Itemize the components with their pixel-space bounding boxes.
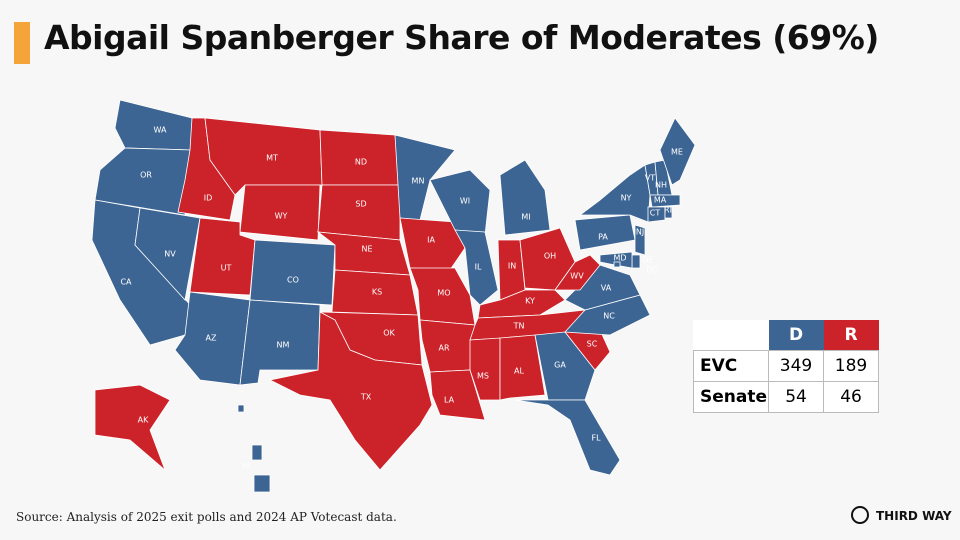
state: [469, 337, 501, 401]
state-label: KS: [372, 288, 382, 297]
state-label: IL: [475, 263, 482, 272]
state-label: PA: [598, 233, 608, 242]
state-label: CT: [650, 209, 661, 218]
state-label: SD: [355, 200, 366, 209]
state: [514, 399, 621, 476]
state-label: DC: [646, 266, 658, 275]
state-label: TX: [360, 393, 372, 402]
state-label: SC: [587, 340, 598, 349]
state-label: OK: [383, 329, 395, 338]
title: Abigail Spanberger Share of Moderates (6…: [44, 18, 879, 57]
state-label: MA: [654, 196, 667, 205]
state-label: ID: [204, 194, 213, 203]
state: [649, 194, 681, 208]
blank-cell: [694, 320, 769, 351]
state: [599, 251, 633, 269]
state: [429, 169, 491, 236]
state-label: AL: [514, 367, 524, 376]
state-label: FL: [591, 434, 601, 443]
state-label: VA: [601, 284, 612, 293]
state-label: MN: [412, 177, 425, 186]
table-row: Senate 54 46: [692, 381, 880, 413]
state-label: NY: [621, 194, 632, 203]
state-label: HI: [242, 462, 250, 471]
state-label: WY: [275, 212, 288, 221]
state-label: UT: [221, 264, 232, 273]
state-label: KY: [525, 297, 535, 306]
state: [659, 117, 696, 186]
state-label: GA: [554, 361, 566, 370]
state: [534, 331, 596, 401]
state-label: NC: [603, 312, 615, 321]
row-label: EVC: [692, 350, 770, 382]
table-header: D R: [694, 320, 879, 351]
state-label: NE: [361, 245, 372, 254]
state-label: IN: [508, 262, 516, 271]
state-label: CO: [287, 276, 299, 285]
state: [134, 207, 201, 301]
state-label: MO: [437, 289, 450, 298]
state-label: ND: [355, 158, 367, 167]
state-label: NJ: [636, 228, 644, 237]
state: [268, 311, 433, 471]
state-label: AK: [138, 416, 149, 425]
state: [647, 206, 666, 223]
state: [499, 334, 546, 401]
state-label: NM: [277, 341, 290, 350]
state: [394, 134, 456, 221]
state: [429, 369, 486, 421]
state-label: NV: [164, 250, 176, 259]
state: [249, 239, 336, 306]
state-label: WI: [460, 197, 470, 206]
state: [664, 206, 673, 219]
state: [578, 164, 651, 223]
state-label: OR: [140, 171, 152, 180]
results-table: D R EVC 349 189 Senate 54 46: [692, 320, 880, 413]
state: [237, 404, 271, 493]
cell: 46: [823, 381, 880, 413]
cell: 349: [768, 350, 825, 382]
state: [634, 224, 646, 256]
logo-icon: [851, 506, 869, 524]
state-label: TN: [513, 322, 525, 331]
state-label: NH: [655, 181, 667, 190]
source: Source: Analysis of 2025 exit polls and …: [16, 510, 397, 524]
state: [613, 261, 621, 268]
table-row: EVC 349 189: [692, 350, 880, 382]
accent-bar: [14, 22, 30, 64]
state-label: OH: [544, 252, 556, 261]
state-label: AR: [438, 344, 449, 353]
state: [631, 254, 641, 269]
state: [317, 184, 401, 241]
state: [399, 217, 466, 271]
state-label: RI: [664, 206, 672, 215]
state-label: MI: [521, 213, 530, 222]
cell: 189: [823, 350, 880, 382]
state-label: LA: [444, 396, 455, 405]
state: [94, 384, 171, 471]
state-label: MT: [266, 154, 278, 163]
state-label: VT: [645, 174, 655, 183]
cell: 54: [768, 381, 825, 413]
state: [239, 184, 321, 241]
state-label: DE: [642, 256, 653, 265]
state-label: CA: [120, 278, 132, 287]
state: [239, 299, 321, 386]
state-label: ME: [671, 148, 683, 157]
state-label: MD: [613, 254, 626, 263]
state-label: WV: [570, 272, 584, 281]
state-label: MS: [477, 372, 489, 381]
state: [554, 254, 601, 291]
header-cell: D: [768, 320, 824, 351]
logo: THIRD WAY: [876, 509, 952, 523]
state-label: IA: [427, 236, 435, 245]
state-label: AZ: [206, 334, 217, 343]
row-label: Senate: [692, 381, 770, 413]
state: [499, 159, 551, 236]
header-cell: R: [823, 320, 879, 351]
state-label: WA: [154, 126, 167, 135]
